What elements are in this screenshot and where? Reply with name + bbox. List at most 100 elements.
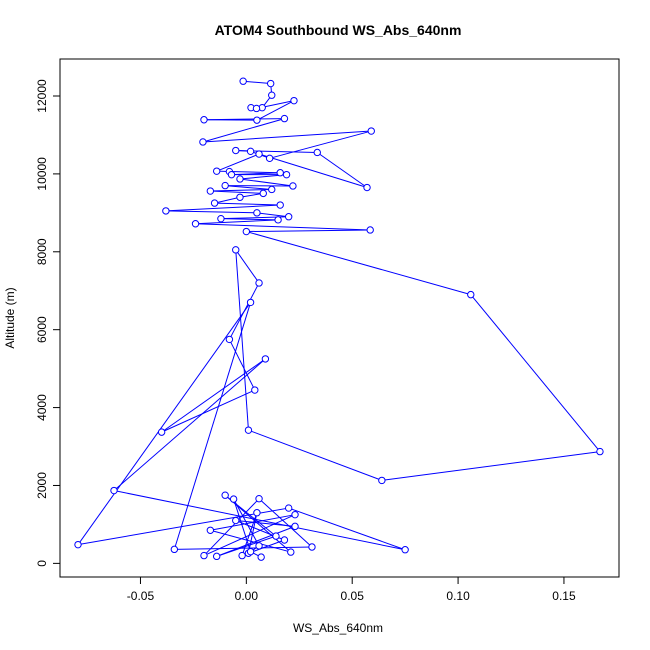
series-segment <box>214 196 241 204</box>
series-segment <box>239 192 264 198</box>
series-segment <box>203 118 285 121</box>
series-segment <box>216 153 260 172</box>
series-segment <box>381 451 601 481</box>
y-tick-label: 8000 <box>35 238 49 265</box>
data-point <box>236 175 244 183</box>
data-point <box>261 355 270 363</box>
y-tick-label: 10000 <box>35 157 49 191</box>
data-point <box>313 148 321 157</box>
x-axis: -0.05 0.00 0.05 0.10 0.15 <box>127 576 576 603</box>
series-segment <box>220 218 279 221</box>
series-segment <box>248 429 383 481</box>
data-point <box>255 495 263 503</box>
data-point <box>110 486 118 495</box>
data-point <box>252 104 261 113</box>
data-point <box>280 536 289 544</box>
x-axis-label: WS_Abs_640nm <box>293 621 383 635</box>
series-segment <box>256 100 295 121</box>
plot-frame <box>59 58 620 578</box>
data-point <box>308 543 316 551</box>
data-point <box>467 290 475 299</box>
series-segment <box>233 498 260 547</box>
data-point <box>200 551 208 560</box>
series-segment <box>210 190 264 194</box>
y-tick-label: 12000 <box>35 79 49 113</box>
data-point <box>367 127 375 135</box>
data-point <box>284 213 293 221</box>
chart-title: ATOM4 Southbound WS_Abs_640nm <box>215 22 462 38</box>
x-tick-label: 0.10 <box>446 589 470 603</box>
series-segment <box>470 294 601 452</box>
series-segment <box>216 525 296 557</box>
series-segment <box>258 498 313 548</box>
data-point <box>232 146 240 155</box>
series-segment <box>247 512 258 554</box>
data-point <box>276 169 284 177</box>
data-point <box>268 91 276 99</box>
data-point <box>255 150 263 158</box>
series-segment <box>288 507 406 551</box>
data-point <box>257 553 265 561</box>
data-point <box>363 183 371 192</box>
data-point <box>246 147 255 156</box>
data-point <box>206 187 215 195</box>
data-point <box>232 246 240 254</box>
x-tick-label: 0.15 <box>552 589 576 603</box>
data-point <box>274 216 282 224</box>
data-point <box>212 552 221 561</box>
series-segment <box>235 249 249 431</box>
series-layer <box>74 77 604 561</box>
data-point <box>210 199 219 207</box>
series-segment <box>77 302 251 545</box>
x-tick-label: 0.00 <box>235 589 259 603</box>
data-point <box>199 138 207 146</box>
series-segment <box>113 490 406 551</box>
data-point <box>290 96 298 105</box>
data-point <box>246 298 255 307</box>
series-segment <box>225 185 272 190</box>
y-tick-label: 6000 <box>35 316 49 343</box>
data-point <box>239 77 247 85</box>
series-segment <box>161 358 266 433</box>
series-segment <box>256 212 289 218</box>
data-point <box>287 548 295 556</box>
data-point <box>221 491 229 499</box>
data-point <box>200 116 208 124</box>
data-point <box>162 207 170 215</box>
series-segment <box>195 219 279 225</box>
data-point <box>596 447 604 456</box>
series-segment <box>269 130 372 159</box>
series-segment <box>239 178 293 187</box>
data-point <box>236 193 244 201</box>
data-point <box>221 181 229 190</box>
series-segment <box>161 389 256 433</box>
series-segment <box>241 512 258 556</box>
data-point <box>212 167 221 175</box>
data-point <box>291 510 299 519</box>
data-point <box>276 201 284 209</box>
series-segment <box>243 80 271 85</box>
series-segment <box>174 546 312 550</box>
data-point <box>266 79 275 88</box>
series-segment <box>173 302 252 550</box>
series-segment <box>165 210 257 214</box>
series-segment <box>210 188 272 192</box>
data-point <box>255 279 263 287</box>
data-point <box>265 154 274 163</box>
data-point <box>284 504 293 512</box>
series-segment <box>258 153 368 189</box>
data-point <box>238 551 246 560</box>
x-tick-label: -0.05 <box>127 589 155 603</box>
y-tick-label: 2000 <box>35 472 49 499</box>
data-point <box>268 185 276 194</box>
data-point <box>291 522 299 531</box>
data-point <box>170 545 179 554</box>
y-tick-label: 0 <box>35 560 49 567</box>
series-segment <box>246 231 471 296</box>
data-point <box>378 476 386 485</box>
x-tick-label: 0.05 <box>341 589 365 603</box>
series-segment <box>316 152 368 188</box>
data-point <box>227 170 236 179</box>
